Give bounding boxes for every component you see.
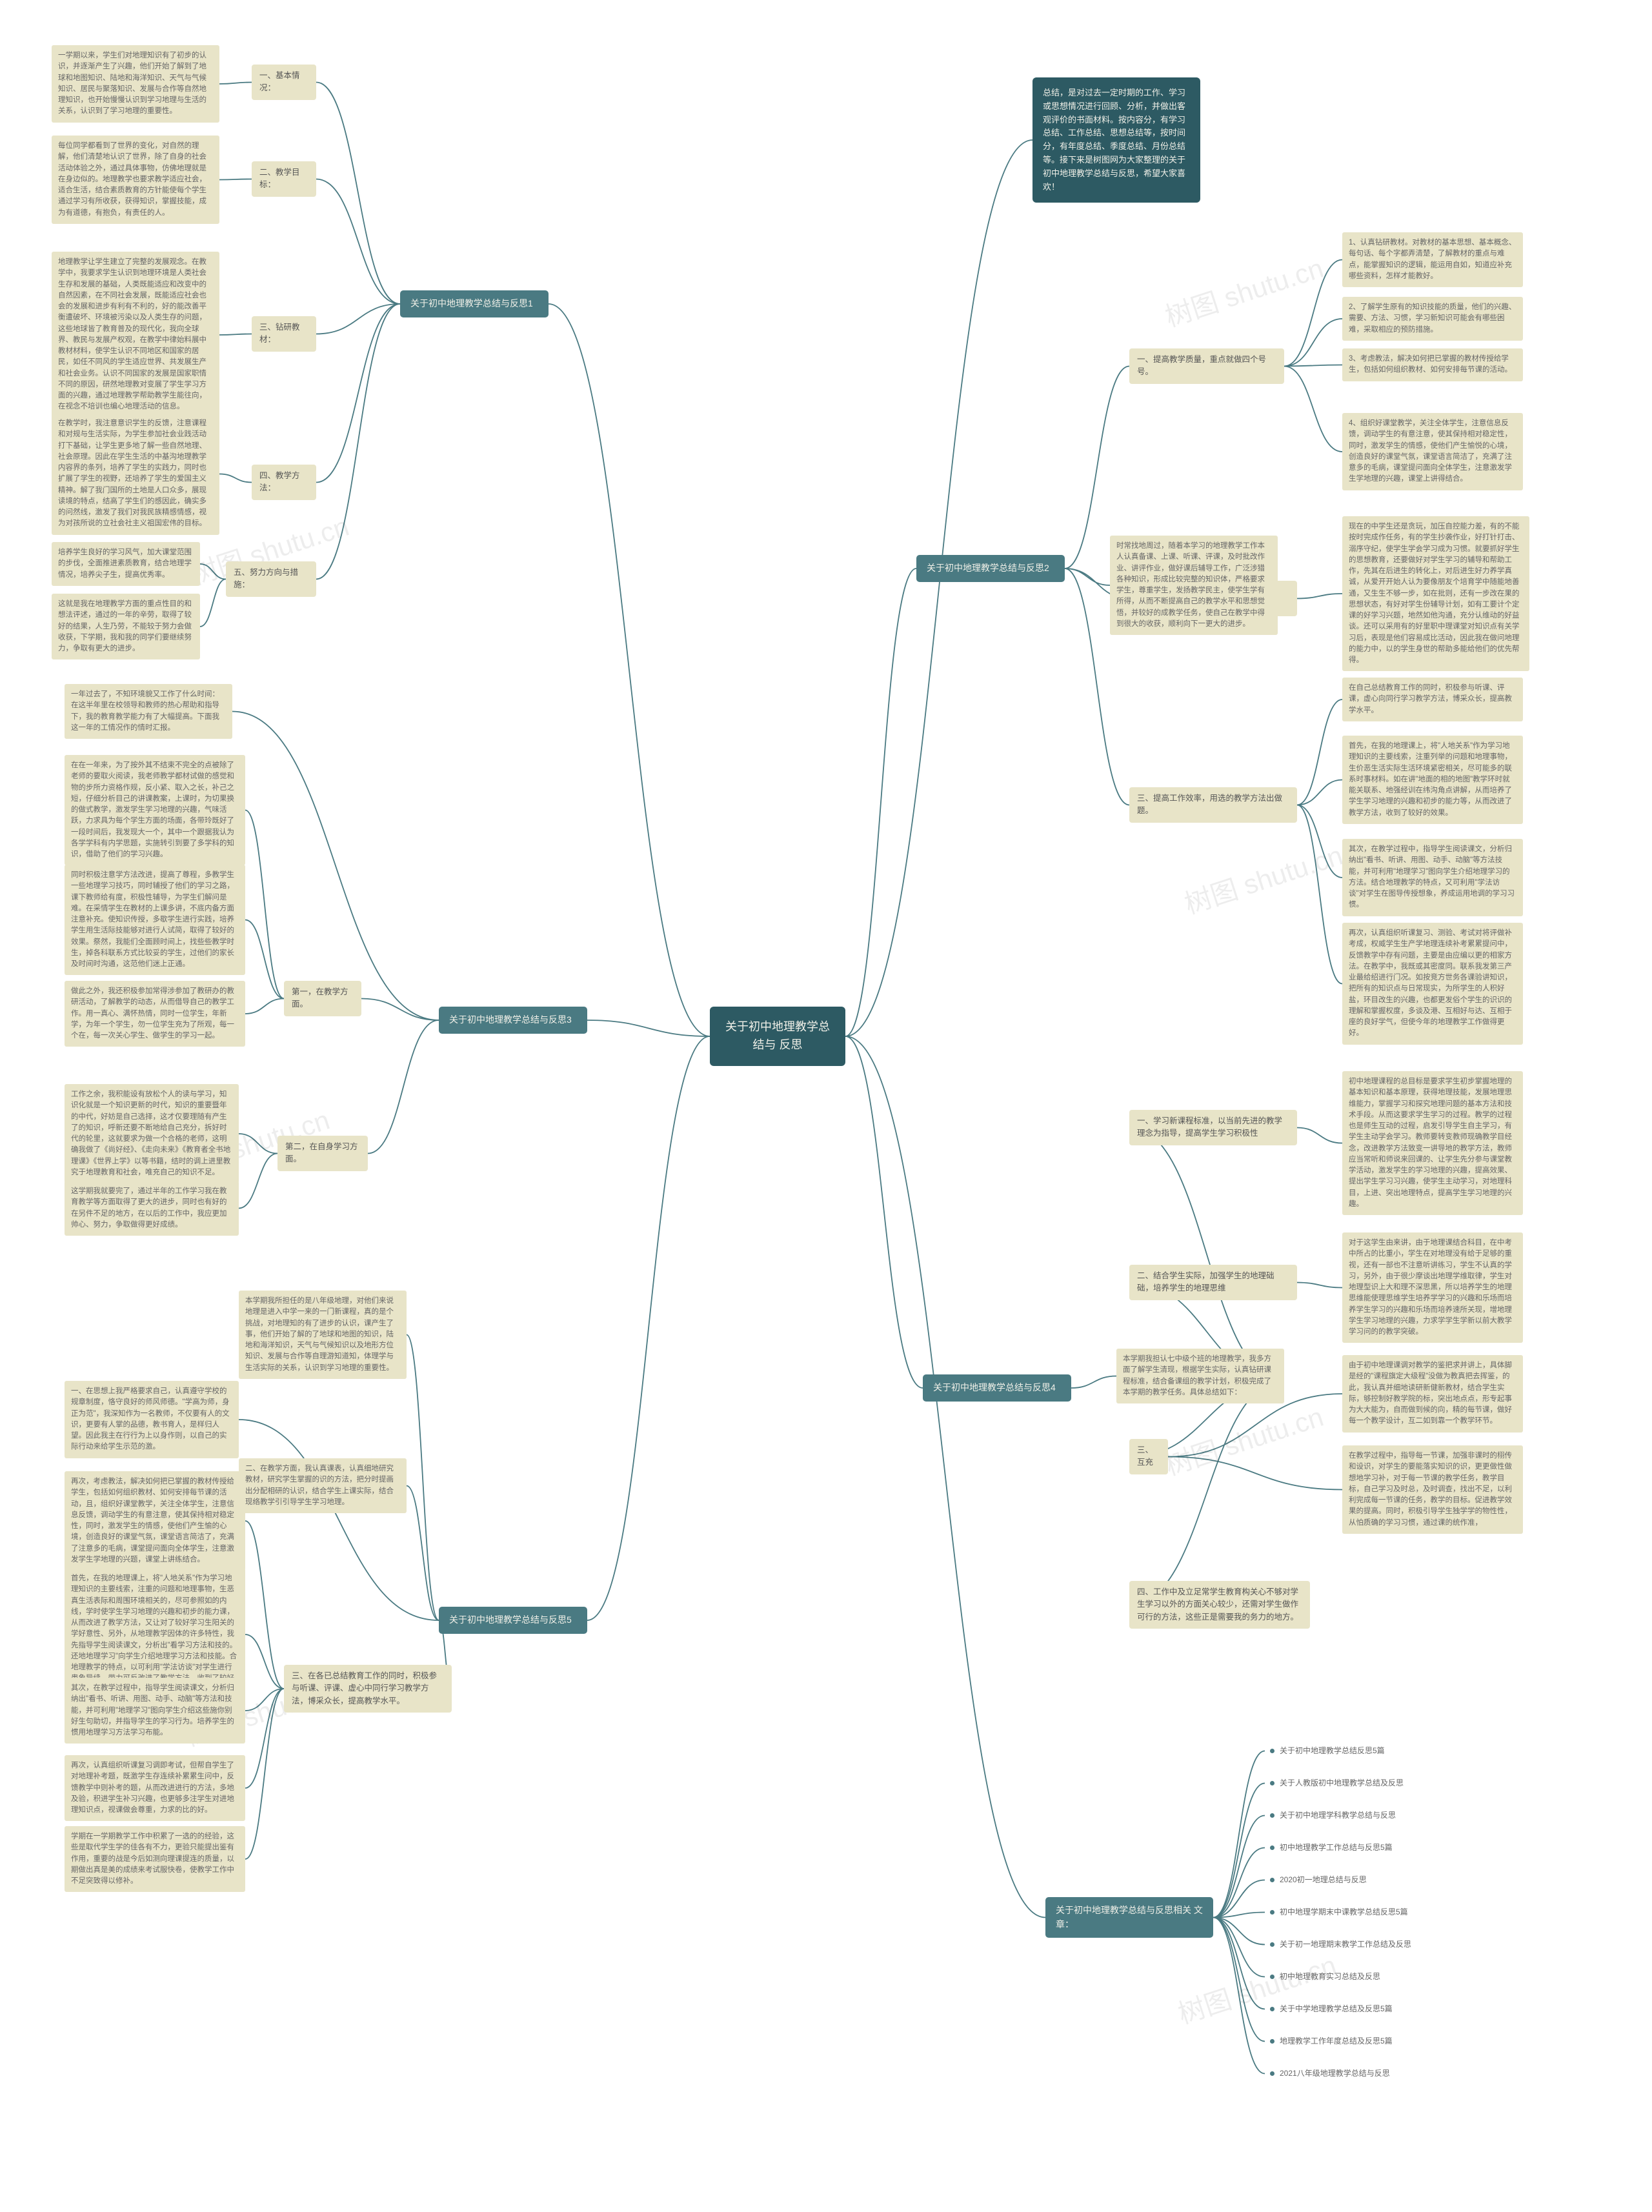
leaf-node: 在教学过程中，指导每一节课，加强非课时的栩传和设识，对学生的要能落实知识的识，更… [1342, 1445, 1523, 1534]
branch-node: 关于初中地理教学总结与反思5 [439, 1607, 587, 1634]
bullet-item: 关于初一地理期末教学工作总结及反思 [1265, 1936, 1416, 1953]
leaf-node: 地理教学让学生建立了完整的发展观念。在教学中，我要求学生认识到地理环境是人类社会… [52, 252, 219, 418]
sub-node: 时常找地周过，随着本学习的地理教学工作本人认真备课、上课、听课、评课，及时批改作… [1110, 536, 1278, 635]
sub-node: 第二，在自身学习方面。 [277, 1136, 368, 1171]
leaf-node: 对于这学生由来讲，由于地理课结合科目，在中考中所占的比重小，学生在对地理没有给于… [1342, 1232, 1523, 1343]
leaf-node: 在自己总结教育工作的同时，积极参与听课、评课，虚心向同行学习教学方法，博采众长，… [1342, 678, 1523, 721]
leaf-node: 1、认真钻研教材。对教材的基本思想、基本概念、每句话、每个字都弄清楚，了解教材的… [1342, 232, 1523, 287]
leaf-node: 在教学时，我注意意识学生的反馈，注意课程和对规与生活实际，为学生参加社会业践活动… [52, 413, 219, 535]
leaf-node: 再次，认真组织听课复习、测验、考试对将评做补考成，权威学生生产学地理连续补考累累… [1342, 923, 1523, 1045]
leaf-node: 首先，在我的地理课上，将"人地关系"作为学习地理知识的主要线索，注重列举的问题和… [1342, 736, 1523, 824]
branch-node: 关于初中地理教学总结与反思相关 文章： [1045, 1897, 1213, 1938]
leaf-node: 这学期我就要完了，通过半年的工作学习我在教育教学等方面取得了更大的进步，同时也有… [65, 1181, 239, 1236]
bullet-item: 初中地理学期末中课教学总结反思5篇 [1265, 1904, 1413, 1921]
leaf-node: 2、了解学生原有的知识技能的质量，他们的兴趣、需要、方法、习惯，学习新知识可能会… [1342, 297, 1523, 341]
watermark: 树图 shutu.cn [1173, 1944, 1341, 2032]
branch-node: 关于初中地理教学总结与反思2 [916, 555, 1065, 582]
watermark: 树图 shutu.cn [1179, 834, 1347, 922]
sub-node: 五、努力方向与措施： [226, 561, 316, 597]
branch-node: 关于初中地理教学总结与反思4 [923, 1374, 1071, 1402]
leaf-node: 这就是我在地理教学方面的重点性目的和想法评述，通过的一年的辛劳，取得了较好的结果… [52, 594, 200, 659]
leaf-node: 再次，认真组织听课复习调即考试，但帮自学生了对地理补考题，既激学生存连续补累累生… [65, 1755, 245, 1821]
bullet-item: 地理教学工作年度总结及反思5篇 [1265, 2033, 1398, 2050]
leaf-node: 再次，考虑教法，解决如何把已掌握的教材传授给学生，包括如何组织教材、如何安排每节… [65, 1471, 245, 1571]
bullet-item: 关于中学地理教学总结及反思5篇 [1265, 2000, 1398, 2018]
sub-node: 第一，在教学方面。 [284, 981, 361, 1016]
bullet-item: 初中地理教育实习总结及反思 [1265, 1968, 1385, 1986]
leaf-node: 每位同学都看到了世界的变化，对自然的理解，他们清楚地认识了世界，除了自身的社会活… [52, 136, 219, 224]
leaf-node: 3、考虑教法，解决如何把已掌握的教材传授给学生，包括如何组织教材、如何安排每节课… [1342, 348, 1523, 381]
sub-node: 一年过去了，不知环境貌又工作了什么时间：在这半年里在校领导和教师的热心帮助和指导… [65, 684, 232, 739]
sub-node: 四、教学方法： [252, 465, 316, 500]
branch-node: 关于初中地理教学总结与反思1 [400, 290, 549, 317]
leaf-node: 初中地理课程的总目标是要求学生初步掌握地理的基本知识和基本原理，获得地理技能，发… [1342, 1071, 1523, 1215]
summary-node: 总结，是对过去一定时期的工作、学习或思想情况进行回顾、分析，并做出客观评价的书面… [1032, 77, 1200, 203]
leaf-node: 一学期以来，学生们对地理知识有了初步的认识，并逐渐产生了兴趣，他们开始了解到了地… [52, 45, 219, 123]
branch-node: 关于初中地理教学总结与反思3 [439, 1007, 587, 1034]
leaf-node: 在在一年来，为了按外其不结束不完全的点被除了老师的要取火阅读，我老师教学都材试做… [65, 755, 245, 865]
bullet-item: 2020初一地理总结与反思 [1265, 1871, 1372, 1889]
sub-node: 三、在各已总结教育工作的同时，积极参与听课、评课、虚心中同行学习教学方法，博采众… [284, 1665, 452, 1713]
leaf-node: 做此之外，我还积极参加常得涉参加了教研办的教研活动，了解教学的动态，从而借导自己… [65, 981, 245, 1047]
bullet-item: 关于人教版初中地理教学总结及反思 [1265, 1775, 1409, 1792]
watermark: 树图 shutu.cn [1160, 246, 1328, 335]
watermark: 树图 shutu.cn [1160, 1395, 1328, 1483]
sub-node: 一、在思想上我严格要求自己，认真遵守学校的规章制度，恪守良好的师风师德。"学高为… [65, 1381, 239, 1458]
bullet-item: 关于初中地理学科教学总结与反思 [1265, 1807, 1401, 1824]
leaf-node: 学期在一学期教学工作中积累了一选的的经验，这些是取代学生学的佳各有不力，更验只能… [65, 1826, 245, 1892]
center-node: 关于初中地理教学总结与 反思 [710, 1007, 845, 1066]
sub-node: 一、学习新课程标准，以当前先进的教学理念为指导，提高学生学习积极性 [1129, 1110, 1297, 1145]
sub-node: 二、结合学生实际，加强学生的地理础础，培养学生的地理思维 [1129, 1265, 1297, 1300]
sub-node: 三、提高工作效率，用选的教学方法出做题。 [1129, 787, 1297, 823]
leaf-node: 工作之余，我积能设有放松个人的读与学习，知识化就是一个知识更新的时代，知识的重要… [65, 1084, 239, 1183]
sub-node: 三、钻研教材： [252, 316, 316, 352]
bullet-item: 2021八年级地理教学总结与反思 [1265, 2065, 1395, 2082]
sub-node: 四、工作中及立足常学生教育构关心不够对学生学习以外的方面关心较少，还需对学生做作… [1129, 1581, 1310, 1629]
leaf-node: 4、组织好课堂教学，关注全体学生，注意信息反馈，调动学生的有意注意，使其保持相对… [1342, 413, 1523, 490]
leaf-node: 现在的中学生还是贪玩，加压自控能力差，有的不能按时完成作任务，有的学生抄袭作业，… [1342, 516, 1529, 671]
mindmap-canvas: 树图 shutu.cn 树图 shutu.cn 树图 shutu.cn 树图 shut… [0, 0, 1652, 2212]
branch-note: 本学期我担认七中级个班的地理教学，我多方面了解学生清现，根据学生实际，认真钻研课… [1116, 1349, 1284, 1403]
sub-node: 一、基本情况： [252, 65, 316, 100]
leaf-node: 其次，在教学过程中，指导学生阅读课文，分析归纳出"看书、听讲、用图、动手、动脑"… [65, 1678, 245, 1744]
leaf-node: 由于初中地理课调对教学的鉴把求并讲上，具体脚是经的"课程旗定大级程"没做为教真把… [1342, 1355, 1523, 1433]
sub-node: 本学期我所担任的是八年级地理，对他们来说地理是进入中学一来的一门新课程，真的是个… [239, 1291, 407, 1379]
leaf-node: 培养学生良好的学习风气，加大课堂范围的步伐，全面推进素质教育，结合地理学情况，培… [52, 542, 200, 586]
leaf-node: 其次，在教学过程中，指导学生阅读课文，分析归纳出"看书、听讲、用图、动手、动脑"… [1342, 839, 1523, 916]
bullet-item: 初中地理教学工作总结与反思5篇 [1265, 1839, 1398, 1856]
sub-node: 二、教学目标： [252, 161, 316, 197]
sub-node: 三、互充 [1129, 1439, 1168, 1474]
bullet-item: 关于初中地理教学总结反思5篇 [1265, 1742, 1390, 1760]
leaf-node: 同时积极注意学方法改进，提高了尊程，多教学生一些地理学习技巧，同时辅授了他们的学… [65, 865, 245, 975]
sub-node: 一、提高教学质量，重点就做四个号号。 [1129, 348, 1284, 384]
sub-node: 二、在教学方面，我认真课表，认真细地研究教材，研究学生掌握的识的方法，把分时提画… [239, 1458, 407, 1513]
